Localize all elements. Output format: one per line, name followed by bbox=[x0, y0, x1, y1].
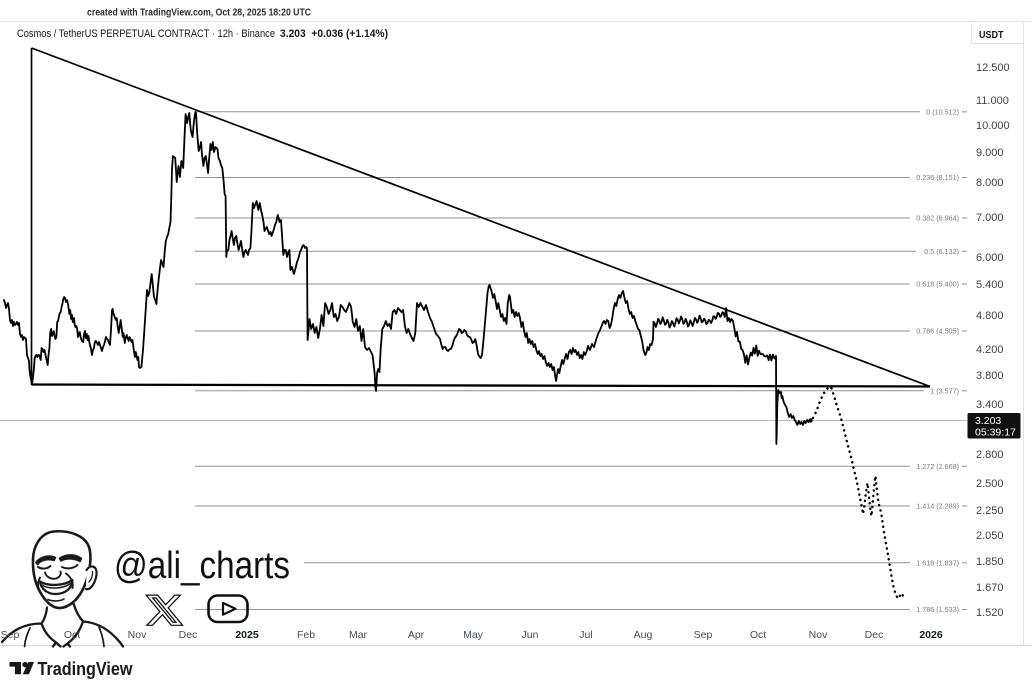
svg-text:Feb: Feb bbox=[297, 629, 315, 641]
svg-text:1.272 (2.668): 1.272 (2.668) bbox=[916, 462, 959, 471]
svg-text:2025: 2025 bbox=[235, 629, 259, 641]
svg-text:Nov: Nov bbox=[809, 629, 828, 641]
svg-text:2.250: 2.250 bbox=[976, 505, 1004, 517]
svg-text:3.400: 3.400 bbox=[976, 399, 1004, 411]
svg-text:0.618 (5.400): 0.618 (5.400) bbox=[916, 280, 959, 289]
svg-text:4.800: 4.800 bbox=[976, 310, 1004, 322]
svg-text:4.200: 4.200 bbox=[976, 344, 1004, 356]
svg-text:Cosmos / TetherUS PERPETUAL CO: Cosmos / TetherUS PERPETUAL CONTRACT · 1… bbox=[17, 28, 275, 40]
svg-text:11.000: 11.000 bbox=[976, 95, 1009, 107]
svg-text:1.850: 1.850 bbox=[976, 556, 1004, 568]
svg-text:3.203: 3.203 bbox=[975, 415, 1001, 427]
svg-text:12.500: 12.500 bbox=[976, 62, 1010, 74]
svg-text:USDT: USDT bbox=[979, 29, 1004, 41]
svg-text:1.520: 1.520 bbox=[976, 607, 1004, 619]
svg-text:2.500: 2.500 bbox=[976, 478, 1004, 490]
svg-text:Aug: Aug bbox=[634, 629, 653, 641]
svg-text:Sep: Sep bbox=[1, 629, 20, 641]
svg-text:0 (10.512): 0 (10.512) bbox=[926, 107, 959, 116]
svg-text:7.000: 7.000 bbox=[976, 212, 1004, 224]
svg-text:10.000: 10.000 bbox=[976, 120, 1010, 132]
svg-text:3.203 +0.036 (+1.14%): 3.203 +0.036 (+1.14%) bbox=[280, 28, 388, 40]
svg-text:5.400: 5.400 bbox=[976, 279, 1004, 291]
svg-text:05:39:17: 05:39:17 bbox=[975, 427, 1016, 439]
svg-text:1.786 (1.533): 1.786 (1.533) bbox=[916, 605, 959, 614]
svg-text:May: May bbox=[463, 629, 484, 641]
svg-text:8.000: 8.000 bbox=[976, 177, 1004, 189]
svg-text:Oct: Oct bbox=[750, 629, 766, 641]
svg-text:Dec: Dec bbox=[179, 629, 198, 641]
svg-text:0.382 (6.964): 0.382 (6.964) bbox=[916, 214, 959, 223]
svg-text:2.050: 2.050 bbox=[976, 530, 1004, 542]
svg-text:Dec: Dec bbox=[865, 629, 884, 641]
svg-text:Jul: Jul bbox=[579, 629, 592, 641]
svg-text:2.800: 2.800 bbox=[976, 449, 1004, 461]
svg-text:Jun: Jun bbox=[522, 629, 539, 641]
svg-text:3.800: 3.800 bbox=[976, 370, 1004, 382]
svg-text:Mar: Mar bbox=[349, 629, 368, 641]
svg-text:Oct: Oct bbox=[64, 629, 80, 641]
svg-text:9.000: 9.000 bbox=[976, 147, 1004, 159]
svg-text:0.236 (8.151): 0.236 (8.151) bbox=[916, 173, 959, 182]
svg-text:TradingView: TradingView bbox=[38, 659, 134, 679]
svg-text:Sep: Sep bbox=[694, 629, 713, 641]
svg-text:0.786 (4.505): 0.786 (4.505) bbox=[916, 327, 959, 336]
svg-text:1.414 (2.289): 1.414 (2.289) bbox=[916, 502, 959, 511]
svg-text:@ali_charts: @ali_charts bbox=[114, 545, 290, 587]
svg-text:created with TradingView.com,: created with TradingView.com, Oct 28, 20… bbox=[87, 7, 311, 19]
svg-text:Apr: Apr bbox=[408, 629, 425, 641]
svg-text:Nov: Nov bbox=[128, 629, 147, 641]
svg-text:2026: 2026 bbox=[919, 629, 943, 641]
svg-text:1.618 (1.837): 1.618 (1.837) bbox=[916, 558, 959, 567]
svg-text:6.000: 6.000 bbox=[976, 252, 1004, 264]
svg-text:1.670: 1.670 bbox=[976, 582, 1004, 594]
svg-text:0.5 (6.132): 0.5 (6.132) bbox=[924, 247, 959, 256]
svg-text:1 (3.577): 1 (3.577) bbox=[930, 386, 959, 395]
